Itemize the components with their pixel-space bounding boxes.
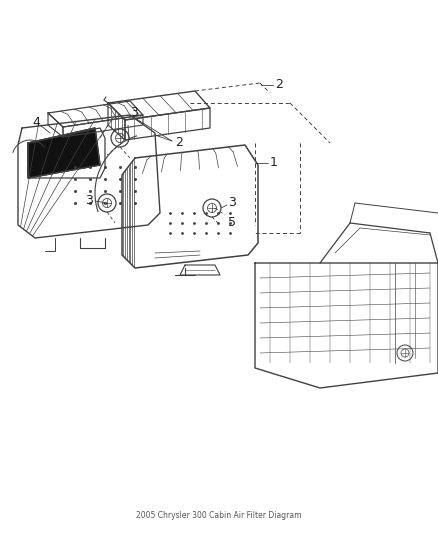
Text: 2: 2 [275,78,283,92]
Polygon shape [28,128,100,178]
Text: 5: 5 [228,216,236,230]
Text: 4: 4 [32,117,40,130]
Text: 1: 1 [270,157,278,169]
Text: 3: 3 [228,197,236,209]
Text: 2005 Chrysler 300 Cabin Air Filter Diagram: 2005 Chrysler 300 Cabin Air Filter Diagr… [136,511,302,520]
Text: 2: 2 [175,136,183,149]
Text: 3: 3 [130,107,138,119]
Text: 3: 3 [85,195,93,207]
